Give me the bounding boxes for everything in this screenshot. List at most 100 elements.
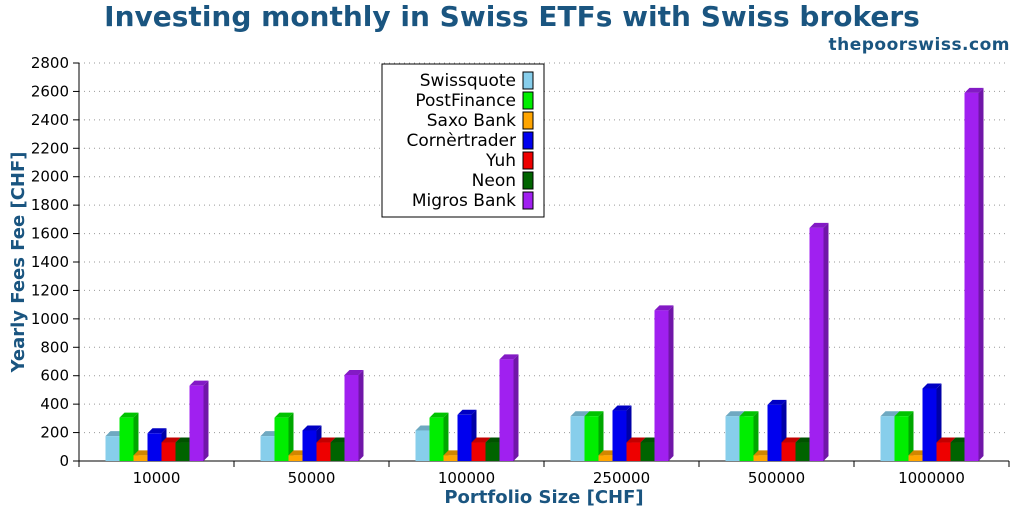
bar: [739, 411, 759, 461]
bar: [654, 305, 674, 461]
bar-top: [274, 412, 294, 418]
bar-front: [908, 455, 923, 461]
bar-top: [612, 405, 632, 411]
bar-front: [753, 455, 768, 461]
bar-front: [499, 359, 514, 461]
bar: [894, 411, 914, 461]
bar-side: [978, 87, 984, 461]
bar-front: [894, 416, 909, 461]
bar-top: [189, 380, 209, 386]
legend-item: Neon: [472, 171, 534, 191]
bar-side: [908, 411, 914, 461]
bar-top: [316, 437, 336, 443]
bar-front: [316, 442, 331, 461]
site-watermark: thepoorswiss.com: [828, 35, 1010, 55]
bar-top: [880, 411, 900, 417]
legend-item: Cornèrtrader: [407, 131, 534, 151]
bar-front: [443, 455, 458, 461]
bar-front: [457, 414, 472, 461]
legend-label: Saxo Bank: [427, 111, 516, 131]
y-tick-label: 2200: [31, 139, 69, 157]
bar-top: [964, 87, 984, 93]
bar-side: [203, 380, 209, 461]
y-tick-label: 200: [40, 424, 69, 442]
bar-front: [950, 442, 965, 461]
legend-swatch: [522, 171, 534, 190]
bar-top: [922, 383, 942, 389]
bar-side: [598, 411, 604, 461]
legend-item: PostFinance: [415, 91, 534, 111]
bar-front: [739, 416, 754, 461]
bar-front: [133, 455, 148, 461]
y-tick-label: 2400: [31, 111, 69, 129]
legend-swatch: [522, 91, 534, 110]
bar-top: [739, 411, 759, 417]
bar-side: [823, 222, 829, 461]
y-tick-label: 0: [59, 452, 69, 470]
x-tick-label: 50000: [288, 469, 336, 487]
y-tick-label: 1200: [31, 281, 69, 299]
bar-front: [471, 442, 486, 461]
bar-side: [753, 411, 759, 461]
bar-front: [809, 227, 824, 461]
bar-top: [161, 437, 181, 443]
legend-item: Saxo Bank: [427, 111, 534, 131]
bar-front: [584, 416, 599, 461]
bar-top: [654, 305, 674, 311]
bar-top: [570, 411, 590, 417]
bar-front: [105, 436, 120, 461]
legend-label: Swissquote: [420, 71, 516, 91]
bar-front: [415, 430, 430, 461]
bar-front: [485, 442, 500, 461]
y-tick-label: 600: [40, 367, 69, 385]
legend-label: Neon: [472, 171, 516, 191]
bar-front: [725, 416, 740, 461]
bar-top: [809, 222, 829, 228]
bar-front: [922, 388, 937, 461]
bar-front: [781, 442, 796, 461]
bar-front: [612, 410, 627, 461]
bar-front: [640, 442, 655, 461]
x-tick-label: 1000000: [898, 469, 965, 487]
legend-swatch: [522, 71, 534, 90]
bar-side: [668, 305, 674, 461]
y-tick-label: 1400: [31, 253, 69, 271]
axes: 0 200 400 600 800 1000 1200 1400 1600 1800 2000 220…: [31, 54, 1010, 487]
bar-top: [626, 437, 646, 443]
x-tick-label: 100000: [438, 469, 495, 487]
bar: [429, 412, 449, 461]
bar-front: [570, 416, 585, 461]
grid-lines: [79, 62, 1009, 434]
bar-top: [147, 428, 167, 434]
bar-front: [175, 442, 190, 461]
legend-label: Cornèrtrader: [407, 131, 517, 151]
legend-label: Yuh: [485, 151, 516, 171]
bar-front: [654, 310, 669, 461]
x-tick-label: 500000: [748, 469, 805, 487]
bar-top: [457, 409, 477, 415]
bar: [767, 399, 787, 461]
bar-front: [429, 417, 444, 461]
legend-box: [381, 63, 545, 218]
bar-front: [189, 385, 204, 461]
bar-front: [598, 455, 613, 461]
bar-front: [936, 442, 951, 461]
bar-side: [443, 412, 449, 461]
bar-top: [767, 399, 787, 405]
bar-top: [936, 437, 956, 443]
y-tick-label: 1600: [31, 225, 69, 243]
bar: [189, 380, 209, 461]
bar-top: [894, 411, 914, 417]
bar-front: [626, 442, 641, 461]
bar-top: [119, 412, 139, 418]
bar-front: [880, 416, 895, 461]
bar-side: [288, 412, 294, 461]
bars: [105, 87, 984, 461]
bar-front: [795, 442, 810, 461]
bar: [119, 412, 139, 461]
legend-swatch: [522, 151, 534, 170]
bar-top: [302, 425, 322, 431]
y-tick-label: 1000: [31, 310, 69, 328]
y-tick-label: 400: [40, 395, 69, 413]
